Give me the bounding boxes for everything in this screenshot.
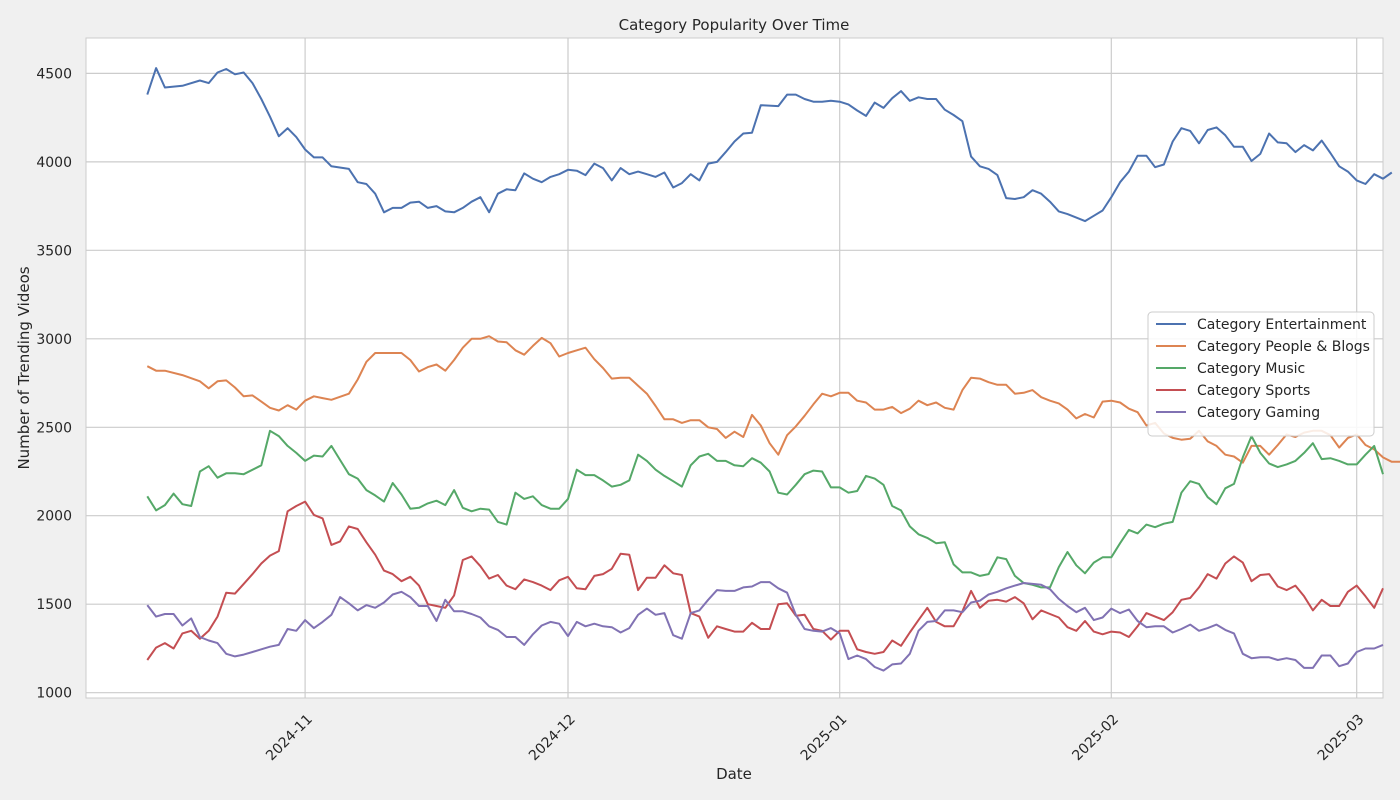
legend-label: Category Music [1197,361,1305,377]
series-line-4 [146,581,1384,672]
x-tick-label: 2025-01 [798,711,851,764]
series-line-3 [146,500,1384,661]
y-tick-label: 3000 [36,332,72,348]
series-lines [146,67,1400,672]
series-line-2 [146,429,1384,589]
y-axis-ticks: 1000 1500 2000 2500 3000 3500 4000 4500 [36,66,72,701]
legend-box [1147,311,1375,437]
legend: Category Entertainment Category People & … [1147,311,1375,437]
y-axis-label: Number of Trending Videos [15,266,33,469]
x-axis-ticks: 2024-11 2024-12 2025-01 2025-02 2025-03 [263,711,1367,764]
legend-label: Category People & Blogs [1197,339,1370,355]
y-tick-label: 2000 [36,509,72,525]
y-tick-label: 3500 [36,243,72,259]
y-tick-label: 2500 [36,420,72,436]
x-tick-label: 2025-02 [1069,711,1122,764]
legend-label: Category Entertainment [1197,317,1367,333]
y-tick-label: 1500 [36,597,72,613]
chart-title: Category Popularity Over Time [619,16,850,34]
y-tick-label: 4500 [36,66,72,82]
y-tick-label: 4000 [36,155,72,171]
series-line-0 [146,67,1393,223]
legend-label: Category Gaming [1197,405,1320,421]
x-tick-label: 2025-03 [1315,711,1368,764]
x-tick-label: 2024-11 [263,711,316,764]
x-tick-label: 2024-12 [526,711,579,764]
x-axis-label: Date [716,765,752,783]
y-tick-label: 1000 [36,686,72,702]
legend-label: Category Sports [1197,383,1310,399]
